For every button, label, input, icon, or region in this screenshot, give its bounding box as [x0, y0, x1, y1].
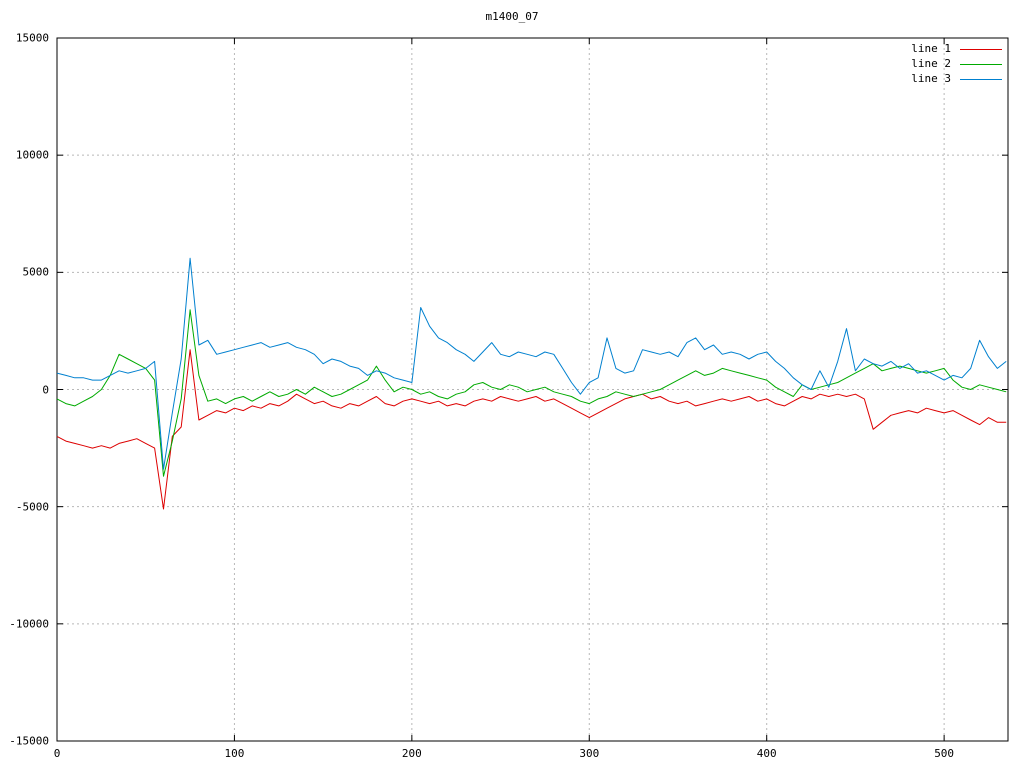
legend-line-sample: [960, 48, 1002, 50]
legend-label: line 1: [911, 42, 951, 55]
series-line-3: [56, 257, 1007, 470]
x-axis-tick-label: 200: [401, 747, 422, 760]
x-axis-tick-label: 300: [579, 747, 600, 760]
x-axis-tick-label: 400: [756, 747, 777, 760]
legend-label: line 2: [911, 57, 951, 70]
x-axis-tick-label: 0: [53, 747, 61, 760]
y-axis-tick-label: 15000: [15, 31, 49, 45]
legend-item: line 2: [911, 58, 1002, 70]
x-axis-tick-label: 500: [934, 747, 955, 760]
y-axis-tick-label: -10000: [9, 617, 49, 631]
legend-item: line 3: [911, 73, 1002, 85]
legend-line-sample: [960, 63, 1002, 65]
legend-label: line 3: [911, 72, 951, 85]
series-line-1: [56, 349, 1007, 510]
y-axis-tick-label: 0: [42, 383, 49, 396]
legend-item: line 1: [911, 43, 1002, 55]
y-axis-tick-label: -5000: [15, 500, 49, 514]
y-axis-tick-label: -15000: [9, 734, 49, 748]
y-axis-tick-label: 10000: [15, 148, 49, 162]
legend: line 1 line 2 line 3: [911, 43, 1002, 85]
x-axis-tick-label: 100: [224, 747, 245, 760]
plot-border: [56, 37, 1009, 742]
chart-title: m1400_07: [485, 10, 539, 23]
legend-line-sample: [960, 78, 1002, 80]
y-axis-tick-label: 5000: [22, 265, 50, 279]
series-line-2: [56, 309, 1007, 477]
